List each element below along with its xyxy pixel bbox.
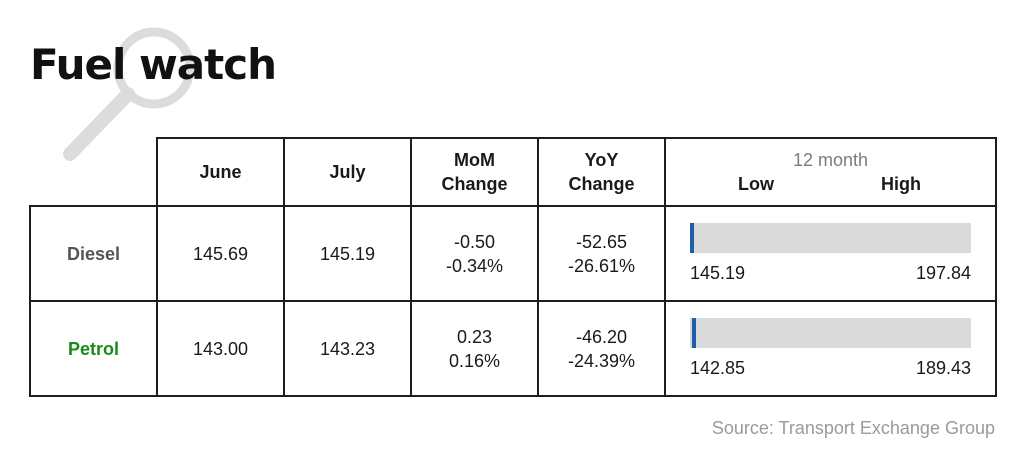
header-july: July xyxy=(283,137,412,207)
header-june: June xyxy=(156,137,285,207)
source-note: Source: Transport Exchange Group xyxy=(711,418,995,438)
cell-june-diesel: 145.69 xyxy=(156,205,285,302)
range-low-petrol: 142.85 xyxy=(690,357,746,378)
header-mom-line2: Change xyxy=(441,174,508,194)
cell-range-petrol: 142.85 189.43 xyxy=(664,300,997,397)
mom-abs-diesel: -0.50 xyxy=(453,231,496,252)
table-row-diesel: Diesel 145.69 145.19 -0.50 -0.34% -52.65… xyxy=(29,205,997,302)
yoy-abs-petrol: -46.20 xyxy=(575,326,628,347)
range-marker-diesel xyxy=(690,222,694,253)
header-yoy: YoY Change xyxy=(537,137,666,207)
cell-range-diesel: 145.19 197.84 xyxy=(664,205,997,302)
page-title: Fuel watch xyxy=(30,40,277,89)
range-track-petrol xyxy=(690,317,971,348)
range-marker-petrol xyxy=(692,317,696,348)
cell-yoy-diesel: -52.65 -26.61% xyxy=(537,205,666,302)
magnifying-glass-icon xyxy=(63,27,195,161)
header-mom-line1: MoM xyxy=(454,150,495,170)
header-yoy-line2: Change xyxy=(568,174,635,194)
header-row: June July MoM Change YoY Change 12 month… xyxy=(30,137,997,207)
fuel-label-petrol: Petrol xyxy=(29,300,158,397)
mom-abs-petrol: 0.23 xyxy=(456,326,493,347)
cell-july-petrol: 143.23 xyxy=(283,300,412,397)
yoy-pct-petrol: -24.39% xyxy=(567,350,636,371)
header-mom: MoM Change xyxy=(410,137,539,207)
fuel-label-diesel: Diesel xyxy=(29,205,158,302)
fuel-price-table: June July MoM Change YoY Change 12 month… xyxy=(29,137,997,397)
mom-pct-petrol: 0.16% xyxy=(448,350,501,371)
header-yoy-line1: YoY xyxy=(584,150,619,170)
mom-pct-diesel: -0.34% xyxy=(445,255,504,276)
yoy-pct-diesel: -26.61% xyxy=(567,255,636,276)
range-track-diesel xyxy=(690,222,971,253)
header-12-month: 12 month Low High xyxy=(664,137,997,207)
cell-july-diesel: 145.19 xyxy=(283,205,412,302)
range-low-diesel: 145.19 xyxy=(690,262,746,283)
corner-cell xyxy=(30,138,158,207)
cell-june-petrol: 143.00 xyxy=(156,300,285,397)
table-row-petrol: Petrol 143.00 143.23 0.23 0.16% -46.20 -… xyxy=(29,300,997,397)
cell-mom-petrol: 0.23 0.16% xyxy=(410,300,539,397)
range-high-petrol: 189.43 xyxy=(915,357,971,378)
cell-mom-diesel: -0.50 -0.34% xyxy=(410,205,539,302)
header-high: High xyxy=(881,174,921,194)
cell-yoy-petrol: -46.20 -24.39% xyxy=(537,300,666,397)
yoy-abs-diesel: -52.65 xyxy=(575,231,628,252)
range-high-diesel: 197.84 xyxy=(915,262,971,283)
header-12-month-title: 12 month xyxy=(792,150,869,170)
header-low: Low xyxy=(738,174,774,194)
